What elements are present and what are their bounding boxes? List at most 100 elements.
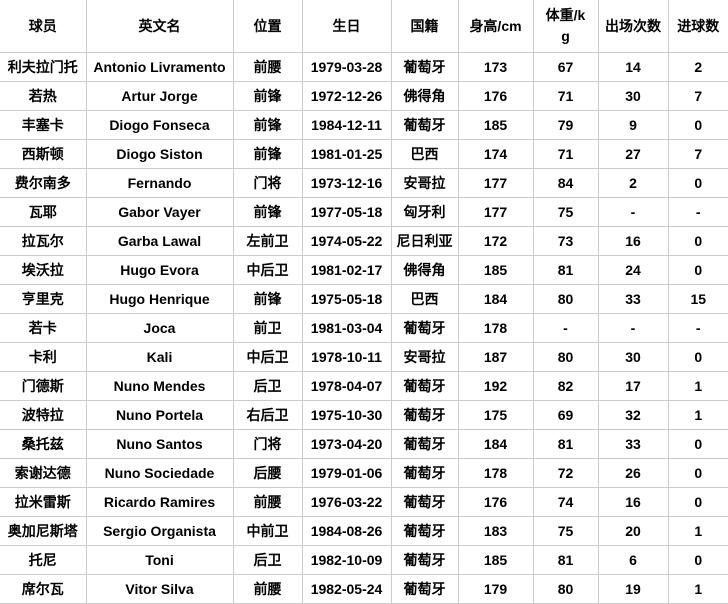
cell-height-cm: 179 [457, 573, 534, 604]
cell-appearances: 17 [597, 370, 669, 401]
cell-appearances: 19 [597, 573, 669, 604]
cell-goals: 1 [667, 370, 728, 401]
cell-position: 后腰 [232, 457, 303, 488]
cell-name-en: Nuno Portela [85, 399, 234, 430]
cell-goals: 1 [667, 573, 728, 604]
table-row: 波特拉 Nuno Portela 右后卫 1975-10-30 葡萄牙 175 69 32 1 [0, 399, 728, 430]
cell-appearances: 24 [597, 254, 669, 285]
cell-name-en: Gabor Vayer [85, 196, 234, 227]
cell-weight-kg: 81 [532, 254, 599, 285]
cell-name-en: Artur Jorge [85, 80, 234, 111]
cell-appearances: 33 [597, 428, 669, 459]
cell-name-en: Fernando [85, 167, 234, 198]
cell-height-cm: 176 [457, 486, 534, 517]
cell-height-cm: 183 [457, 515, 534, 546]
cell-appearances: 26 [597, 457, 669, 488]
cell-name-en: Garba Lawal [85, 225, 234, 256]
table-header: 球员 英文名 位置 生日 国籍 身高/cm 体重/kg 出场次数 进球数 [0, 0, 728, 53]
cell-goals: 0 [667, 457, 728, 488]
cell-player: 费尔南多 [0, 167, 87, 198]
cell-position: 前锋 [232, 283, 303, 314]
cell-birthday: 1979-03-28 [301, 51, 392, 82]
table-row: 费尔南多 Fernando 门将 1973-12-16 安哥拉 177 84 2 0 [0, 167, 728, 198]
cell-goals: 0 [667, 167, 728, 198]
cell-height-cm: 185 [457, 254, 534, 285]
cell-position: 前锋 [232, 138, 303, 169]
cell-appearances: 32 [597, 399, 669, 430]
table-row: 拉米雷斯 Ricardo Ramires 前腰 1976-03-22 葡萄牙 176 74 1… [0, 486, 728, 517]
cell-birthday: 1981-01-25 [301, 138, 392, 169]
cell-weight-kg: 80 [532, 573, 599, 604]
column-header-height-cm: 身高/cm [457, 0, 534, 53]
cell-goals: - [667, 312, 728, 343]
cell-appearances: 16 [597, 225, 669, 256]
cell-nationality: 葡萄牙 [390, 312, 459, 343]
cell-position: 前腰 [232, 486, 303, 517]
cell-height-cm: 178 [457, 457, 534, 488]
table-row: 丰塞卡 Diogo Fonseca 前锋 1984-12-11 葡萄牙 185 79 9 0 [0, 109, 728, 140]
cell-weight-kg: 81 [532, 428, 599, 459]
cell-birthday: 1973-12-16 [301, 167, 392, 198]
table-row: 若卡 Joca 前卫 1981-03-04 葡萄牙 178- - - [0, 312, 728, 343]
table-row: 亨里克 Hugo Henrique 前锋 1975-05-18 巴西 184 80 33 15 [0, 283, 728, 314]
cell-nationality: 安哥拉 [390, 341, 459, 372]
table-row: 桑托兹 Nuno Santos 门将 1973-04-20 葡萄牙 184 81 33 0 [0, 428, 728, 459]
cell-appearances: 20 [597, 515, 669, 546]
cell-nationality: 佛得角 [390, 254, 459, 285]
table-row: 埃沃拉 Hugo Evora 中后卫 1981-02-17 佛得角 185 81 24 0 [0, 254, 728, 285]
cell-name-en: Vitor Silva [85, 573, 234, 604]
cell-player: 丰塞卡 [0, 109, 87, 140]
cell-weight-kg: 79 [532, 109, 599, 140]
cell-appearances: 33 [597, 283, 669, 314]
column-header-weight-kg: 体重/kg [532, 0, 599, 53]
cell-goals: 0 [667, 225, 728, 256]
cell-goals: 0 [667, 486, 728, 517]
cell-nationality: 葡萄牙 [390, 515, 459, 546]
cell-position: 门将 [232, 428, 303, 459]
cell-height-cm: 177 [457, 167, 534, 198]
cell-appearances: 16 [597, 486, 669, 517]
cell-nationality: 葡萄牙 [390, 573, 459, 604]
header-row: 球员 英文名 位置 生日 国籍 身高/cm 体重/kg 出场次数 进球数 [0, 0, 728, 53]
cell-appearances: 6 [597, 544, 669, 575]
cell-height-cm: 177 [457, 196, 534, 227]
cell-player: 席尔瓦 [0, 573, 87, 604]
cell-position: 右后卫 [232, 399, 303, 430]
cell-position: 前锋 [232, 196, 303, 227]
cell-goals: 0 [667, 254, 728, 285]
column-header-position: 位置 [232, 0, 303, 53]
cell-birthday: 1982-10-09 [301, 544, 392, 575]
cell-player: 拉瓦尔 [0, 225, 87, 256]
cell-goals: 0 [667, 544, 728, 575]
cell-position: 中后卫 [232, 254, 303, 285]
cell-weight-kg: 80 [532, 341, 599, 372]
cell-nationality: 葡萄牙 [390, 51, 459, 82]
cell-height-cm: 175 [457, 399, 534, 430]
column-header-name-en: 英文名 [85, 0, 234, 53]
cell-weight-kg: 82 [532, 370, 599, 401]
table-row: 若热 Artur Jorge 前锋 1972-12-26 佛得角 176 71 30 7 [0, 80, 728, 111]
cell-appearances: 30 [597, 80, 669, 111]
cell-player: 桑托兹 [0, 428, 87, 459]
cell-name-en: Nuno Mendes [85, 370, 234, 401]
cell-height-cm: 178 [457, 312, 534, 343]
cell-nationality: 佛得角 [390, 80, 459, 111]
cell-position: 中前卫 [232, 515, 303, 546]
cell-name-en: Diogo Siston [85, 138, 234, 169]
cell-position: 后卫 [232, 544, 303, 575]
cell-appearances: 2 [597, 167, 669, 198]
cell-goals: 1 [667, 515, 728, 546]
cell-nationality: 葡萄牙 [390, 399, 459, 430]
cell-height-cm: 185 [457, 544, 534, 575]
cell-appearances: 9 [597, 109, 669, 140]
cell-position: 前腰 [232, 573, 303, 604]
cell-player: 若卡 [0, 312, 87, 343]
cell-goals: 0 [667, 109, 728, 140]
cell-appearances: - [597, 312, 669, 343]
cell-name-en: Joca [85, 312, 234, 343]
column-header-nationality: 国籍 [390, 0, 459, 53]
cell-weight-kg: 80 [532, 283, 599, 314]
cell-height-cm: 184 [457, 283, 534, 314]
cell-birthday: 1979-01-06 [301, 457, 392, 488]
